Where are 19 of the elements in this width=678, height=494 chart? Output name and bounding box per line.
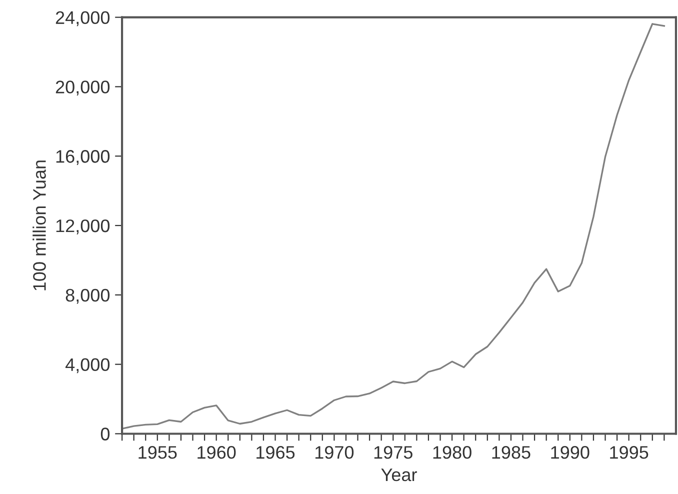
y-tick-label: 24,000 — [56, 11, 110, 26]
x-tick-label: 1970 — [315, 446, 354, 459]
x-tick-label: 1990 — [551, 446, 590, 459]
y-tick-label: 20,000 — [56, 80, 110, 96]
y-axis-title: 100 million Yuan — [32, 160, 46, 290]
y-tick-label: 4,000 — [65, 358, 110, 374]
x-tick-label: 1965 — [256, 446, 295, 459]
x-axis-title: Year — [381, 468, 417, 482]
x-tick-label: 1980 — [433, 446, 472, 459]
line-series — [122, 23, 666, 430]
x-tick-label: 1955 — [138, 446, 177, 459]
x-tick-label: 1985 — [492, 446, 530, 459]
y-tick-label: 12,000 — [56, 219, 110, 234]
x-tick-label: 1995 — [610, 446, 648, 459]
y-tick-label: 8,000 — [66, 288, 110, 304]
y-tick-label: 16,000 — [56, 150, 110, 165]
x-tick-label: 1960 — [198, 446, 236, 459]
y-tick-label: 0 — [100, 428, 110, 440]
x-tick-label: 1975 — [374, 446, 412, 459]
